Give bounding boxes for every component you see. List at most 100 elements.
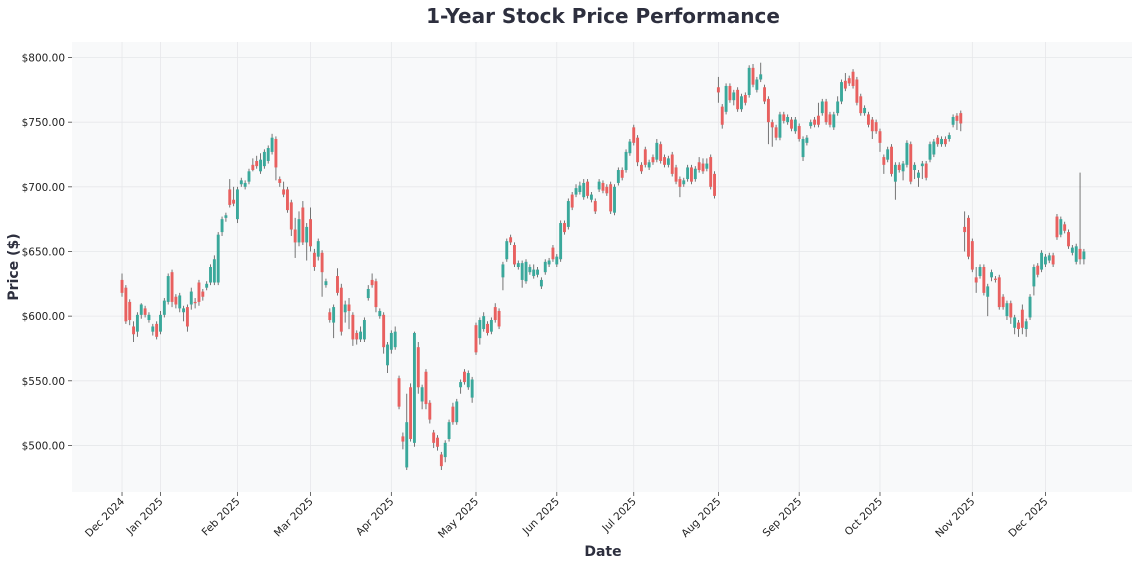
candle-body xyxy=(982,267,986,293)
candle-down xyxy=(185,304,189,332)
candle-down xyxy=(286,186,289,213)
candle-up xyxy=(1028,294,1032,321)
candle-body xyxy=(262,151,266,167)
candle-down xyxy=(228,179,232,208)
candle-up xyxy=(589,192,593,203)
candle-body xyxy=(655,142,659,160)
candle-up xyxy=(482,312,486,332)
candle-down xyxy=(201,288,205,301)
candle-down xyxy=(293,217,297,258)
candle-down xyxy=(439,451,443,471)
candle-body xyxy=(412,332,416,443)
candle-body xyxy=(920,163,924,167)
candle-up xyxy=(820,98,824,116)
candle-down xyxy=(312,248,316,271)
candle-body xyxy=(624,151,628,171)
candle-body xyxy=(139,304,143,315)
candle-up xyxy=(547,257,551,267)
candle-up xyxy=(455,398,459,425)
candle-body xyxy=(443,442,447,458)
candle-body xyxy=(266,148,270,161)
candle-body xyxy=(605,186,609,194)
candle-body xyxy=(816,115,820,125)
candle-down xyxy=(866,111,870,128)
candle-body xyxy=(135,314,139,332)
candle-up xyxy=(597,179,601,192)
candle-down xyxy=(936,135,940,147)
candle-up xyxy=(459,379,463,394)
candle-body xyxy=(1051,255,1055,265)
candle-body xyxy=(940,138,943,145)
candle-body xyxy=(1055,216,1059,238)
candle-body xyxy=(182,308,186,313)
candle-down xyxy=(828,111,832,128)
candle-body xyxy=(566,201,570,227)
candle-body xyxy=(228,189,232,205)
candle-body xyxy=(270,137,274,152)
candle-body xyxy=(909,144,913,182)
candle-body xyxy=(209,267,212,283)
x-tick-label: Apr 2025 xyxy=(354,496,397,539)
candle-down xyxy=(728,83,732,103)
candle-body xyxy=(924,163,928,178)
candle-body xyxy=(574,188,578,195)
candle-body xyxy=(740,96,743,110)
candle-down xyxy=(320,250,324,297)
candle-body xyxy=(947,135,951,139)
candle-up xyxy=(216,232,220,286)
candle-body xyxy=(901,163,905,172)
candle-body xyxy=(682,180,686,185)
candle-up xyxy=(389,330,393,354)
candle-body xyxy=(974,277,978,283)
candle-down xyxy=(813,117,817,128)
candle-down xyxy=(593,198,597,214)
candle-down xyxy=(282,181,286,198)
candle-down xyxy=(736,87,740,112)
candle-up xyxy=(732,89,736,106)
candle-up xyxy=(443,440,447,463)
candle-body xyxy=(836,101,840,114)
candle-up xyxy=(628,138,632,156)
candle-body xyxy=(451,406,455,423)
candle-body xyxy=(763,87,767,102)
candle-down xyxy=(797,123,801,142)
candle-down xyxy=(874,119,878,134)
candle-body xyxy=(1005,303,1009,317)
candle-body xyxy=(959,113,963,124)
candle-body xyxy=(563,223,566,233)
candle-body xyxy=(339,287,343,332)
candle-up xyxy=(224,212,228,222)
candle-body xyxy=(593,201,597,212)
candle-body xyxy=(524,261,528,282)
candle-body xyxy=(235,189,239,220)
candle-body xyxy=(716,87,720,93)
x-axis-label: Date xyxy=(584,544,621,560)
candle-body xyxy=(970,241,974,270)
candle-body xyxy=(1074,246,1078,262)
candle-down xyxy=(570,192,574,211)
candle-body xyxy=(990,272,994,278)
candle-down xyxy=(859,93,863,116)
candle-body xyxy=(601,182,605,191)
candle-down xyxy=(709,154,713,190)
candle-down xyxy=(982,264,986,296)
candle-body xyxy=(882,157,886,165)
candle-body xyxy=(886,149,890,160)
candle-down xyxy=(513,242,516,267)
candle-body xyxy=(170,272,174,302)
candle-down xyxy=(401,432,405,450)
candle-body xyxy=(239,180,243,185)
candle-down xyxy=(967,215,970,260)
candle-body xyxy=(162,300,166,315)
candle-up xyxy=(801,136,805,161)
candle-up xyxy=(917,170,920,187)
candle-up xyxy=(1047,252,1051,264)
candle-down xyxy=(382,312,386,354)
candle-up xyxy=(740,93,743,112)
candle-up xyxy=(528,264,532,275)
candle-body xyxy=(863,107,867,114)
candle-body xyxy=(201,291,205,297)
candle-body xyxy=(312,252,316,267)
candle-body xyxy=(282,189,286,195)
candle-body xyxy=(147,314,151,321)
